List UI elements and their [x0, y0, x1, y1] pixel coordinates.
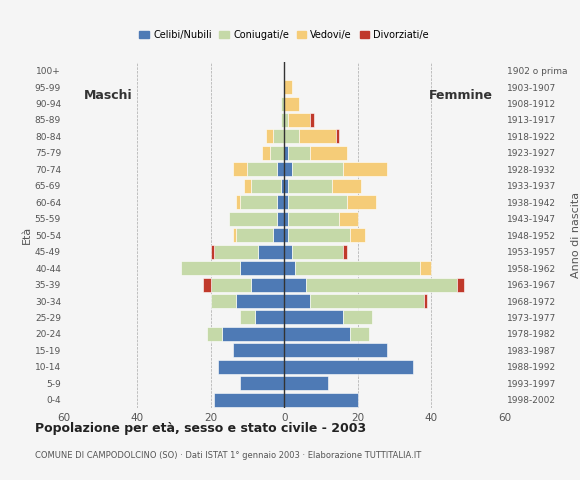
Bar: [233, 228, 237, 242]
Bar: [284, 393, 358, 407]
Bar: [292, 162, 343, 176]
Bar: [281, 113, 284, 127]
Bar: [284, 80, 292, 94]
Bar: [248, 162, 277, 176]
Legend: Celibi/Nubili, Coniugati/e, Vedovi/e, Divorziati/e: Celibi/Nubili, Coniugati/e, Vedovi/e, Di…: [136, 26, 433, 44]
Bar: [336, 130, 339, 144]
Bar: [259, 245, 284, 259]
Bar: [284, 311, 343, 324]
Bar: [288, 195, 347, 209]
Bar: [255, 311, 284, 324]
Bar: [237, 195, 240, 209]
Bar: [350, 228, 365, 242]
Bar: [295, 261, 420, 275]
Bar: [343, 162, 387, 176]
Bar: [251, 179, 281, 193]
Bar: [204, 277, 211, 291]
Bar: [240, 376, 284, 390]
Bar: [237, 228, 273, 242]
Bar: [281, 96, 284, 110]
Text: COMUNE DI CAMPODOLCINO (SO) · Dati ISTAT 1° gennaio 2003 · Elaborazione TUTTITAL: COMUNE DI CAMPODOLCINO (SO) · Dati ISTAT…: [35, 451, 421, 460]
Bar: [284, 130, 299, 144]
Bar: [273, 130, 284, 144]
Bar: [284, 343, 387, 358]
Bar: [281, 179, 284, 193]
Bar: [310, 113, 314, 127]
Bar: [343, 245, 347, 259]
Bar: [424, 294, 427, 308]
Bar: [299, 130, 336, 144]
Bar: [288, 146, 310, 160]
Bar: [207, 327, 222, 341]
Bar: [284, 113, 288, 127]
Bar: [211, 245, 215, 259]
Bar: [229, 212, 277, 226]
Bar: [182, 261, 240, 275]
Bar: [284, 294, 310, 308]
Bar: [310, 294, 424, 308]
Bar: [292, 245, 343, 259]
Bar: [270, 146, 284, 160]
Bar: [284, 162, 292, 176]
Bar: [240, 261, 284, 275]
Bar: [306, 277, 457, 291]
Bar: [277, 212, 284, 226]
Bar: [237, 294, 284, 308]
Text: Popolazione per età, sesso e stato civile - 2003: Popolazione per età, sesso e stato civil…: [35, 422, 366, 435]
Bar: [233, 162, 248, 176]
Bar: [284, 376, 328, 390]
Bar: [284, 261, 295, 275]
Bar: [347, 195, 376, 209]
Bar: [284, 327, 350, 341]
Bar: [233, 343, 284, 358]
Text: Femmine: Femmine: [429, 89, 492, 102]
Y-axis label: Età: Età: [22, 226, 32, 244]
Bar: [215, 393, 284, 407]
Bar: [284, 360, 413, 374]
Bar: [277, 162, 284, 176]
Bar: [332, 179, 361, 193]
Bar: [215, 245, 259, 259]
Bar: [240, 195, 277, 209]
Bar: [420, 261, 431, 275]
Bar: [288, 179, 332, 193]
Bar: [251, 277, 284, 291]
Bar: [284, 277, 306, 291]
Bar: [457, 277, 464, 291]
Bar: [211, 277, 251, 291]
Bar: [284, 212, 288, 226]
Bar: [310, 146, 347, 160]
Bar: [222, 327, 284, 341]
Bar: [284, 228, 288, 242]
Bar: [211, 294, 237, 308]
Bar: [240, 311, 255, 324]
Bar: [288, 212, 339, 226]
Bar: [339, 212, 358, 226]
Bar: [273, 228, 284, 242]
Bar: [244, 179, 251, 193]
Bar: [284, 195, 288, 209]
Bar: [284, 245, 292, 259]
Text: Maschi: Maschi: [84, 89, 132, 102]
Y-axis label: Anno di nascita: Anno di nascita: [571, 192, 580, 278]
Bar: [288, 228, 350, 242]
Bar: [284, 96, 299, 110]
Bar: [284, 146, 288, 160]
Bar: [343, 311, 372, 324]
Bar: [284, 179, 288, 193]
Bar: [266, 130, 273, 144]
Bar: [262, 146, 270, 160]
Bar: [350, 327, 369, 341]
Bar: [277, 195, 284, 209]
Bar: [218, 360, 284, 374]
Bar: [288, 113, 310, 127]
